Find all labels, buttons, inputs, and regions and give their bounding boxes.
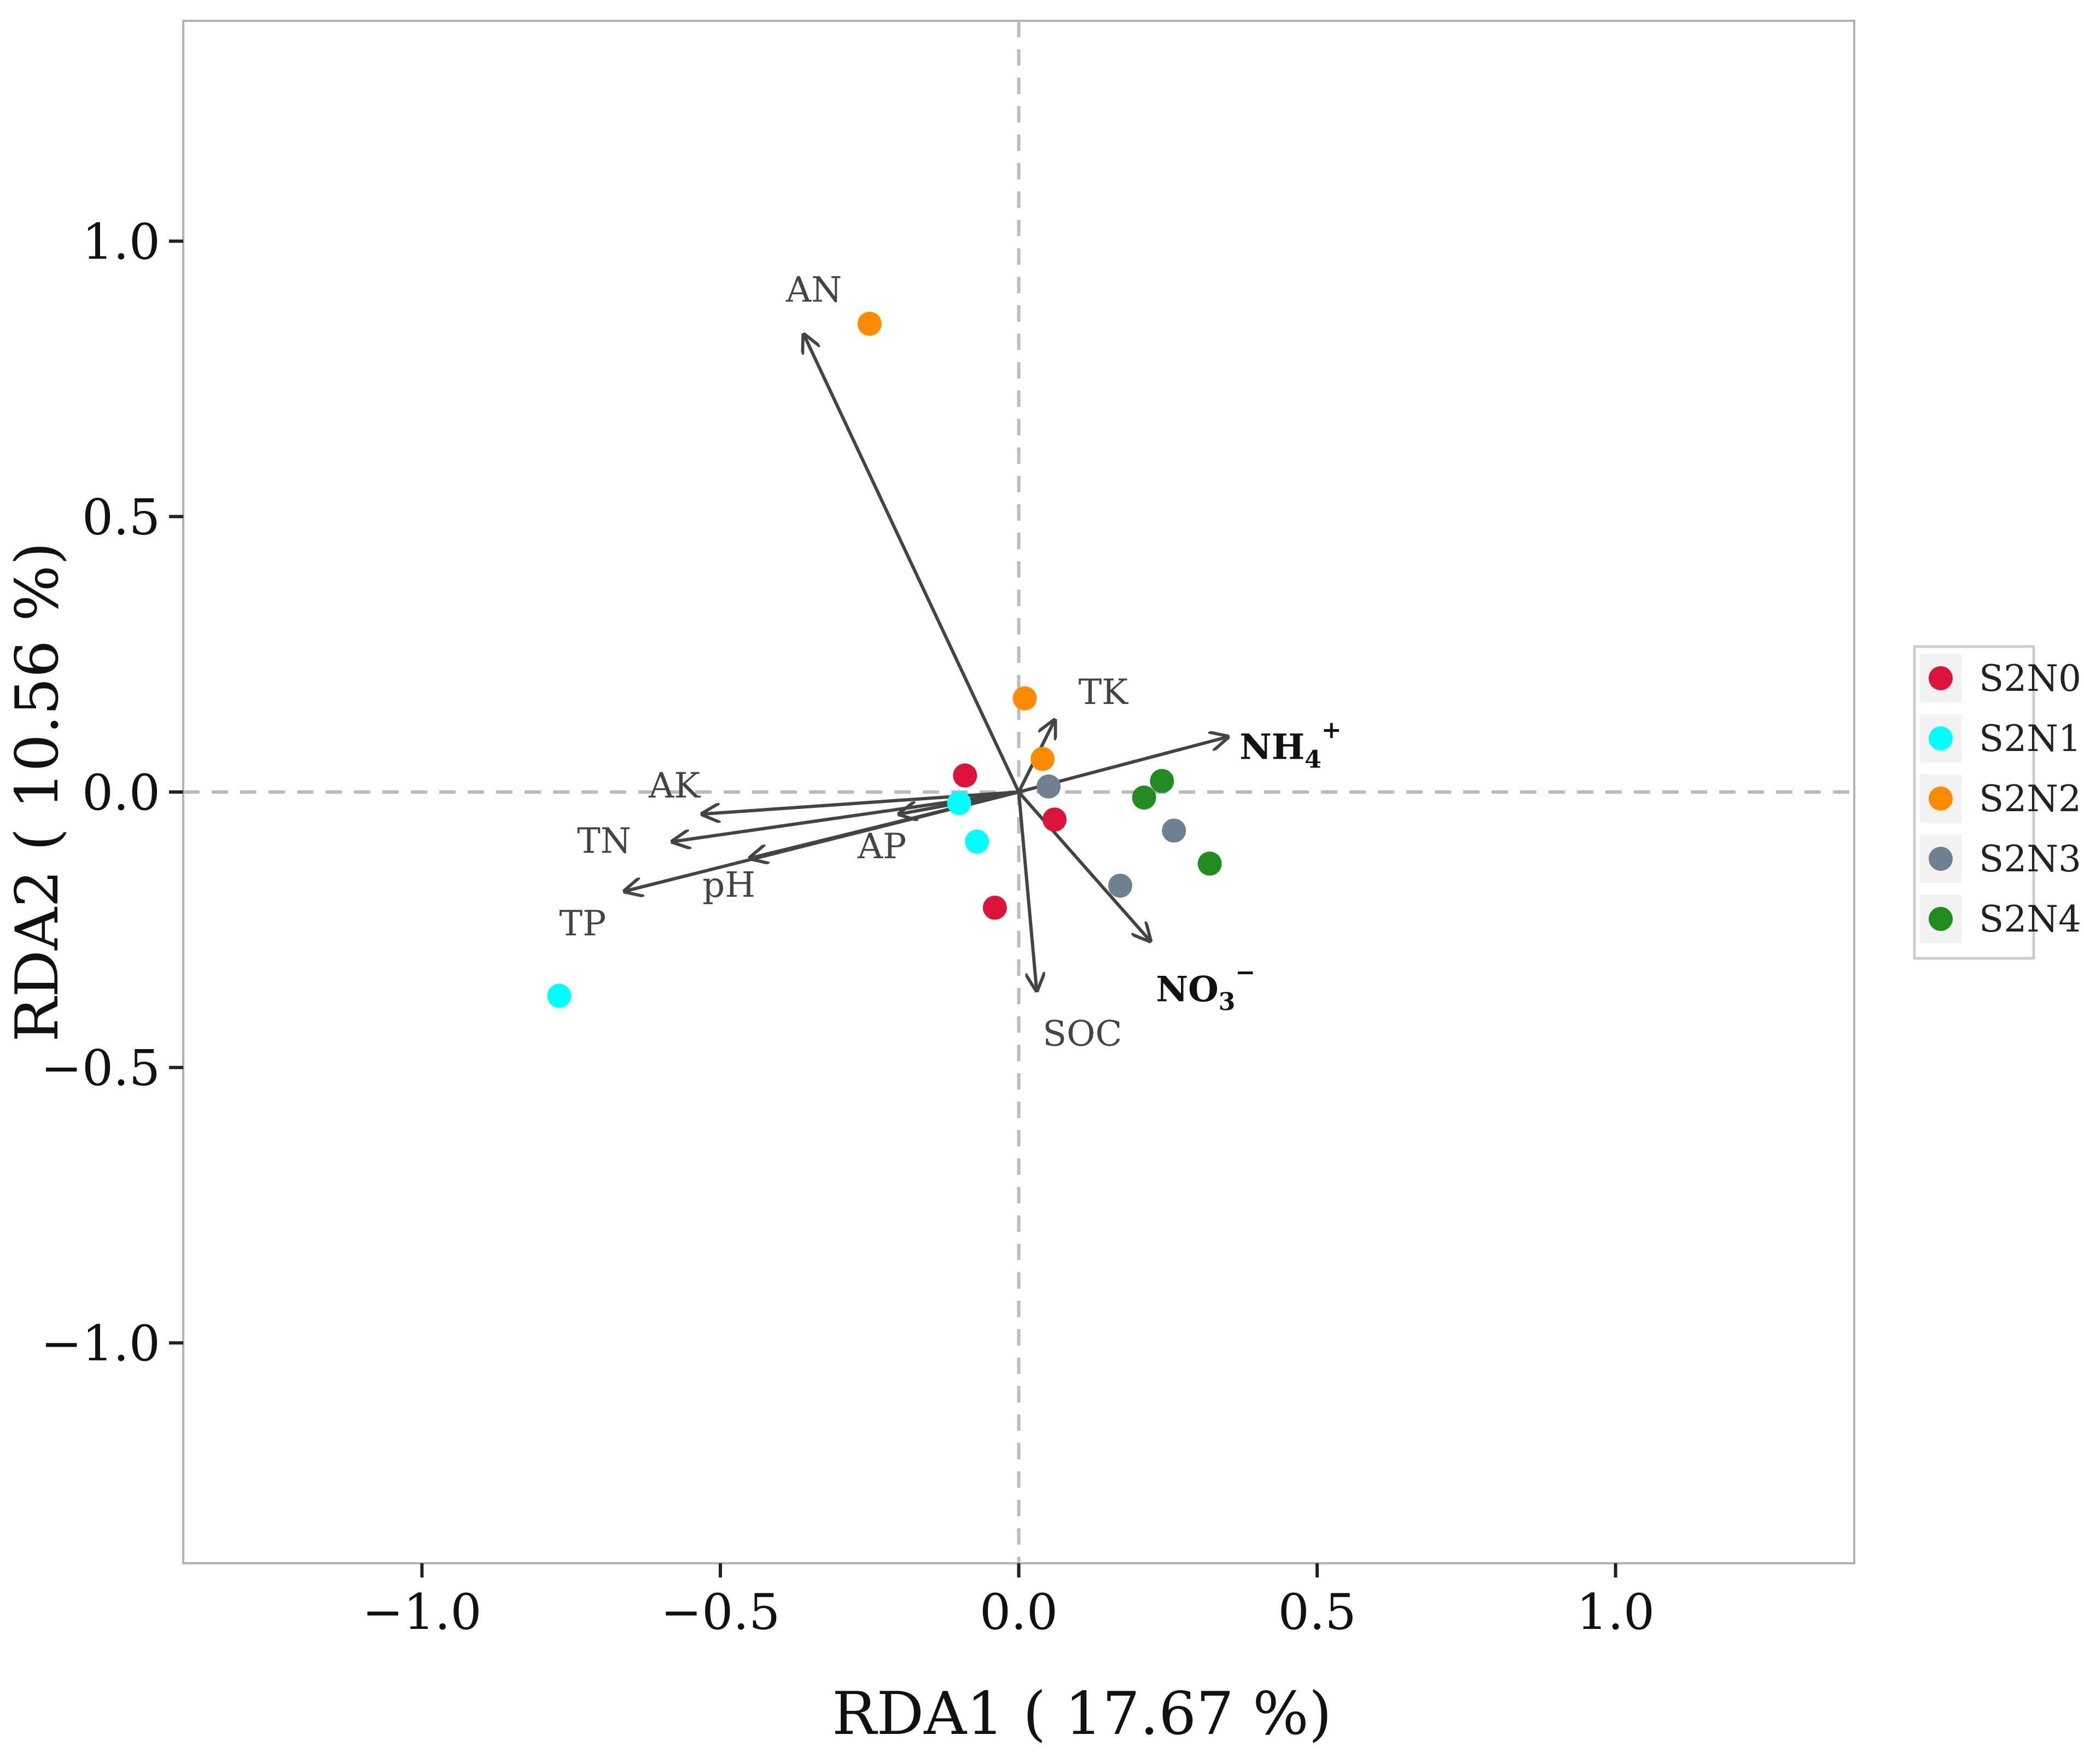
x-tick-label: 0.0 [980, 1583, 1058, 1641]
y-axis-title: RDA2 ( 10.56 %) [3, 542, 72, 1042]
point-s2n2 [1012, 686, 1037, 711]
point-s2n2 [857, 311, 882, 336]
legend-label-s2n1: S2N1 [1979, 718, 2081, 760]
vector-label-an: AN [785, 270, 842, 311]
vector-label-tk: TK [1079, 672, 1129, 713]
legend: S2N0 S2N1 S2N2 S2N3 S2N4 [1913, 645, 2081, 960]
vector-label-nh4: NH4+ [1239, 717, 1341, 774]
point-s2n0 [953, 763, 977, 788]
legend-label-s2n2: S2N2 [1979, 778, 2081, 820]
y-tick-label: −0.5 [40, 1040, 160, 1097]
point-s2n1 [947, 791, 971, 816]
x-tick-label: 1.0 [1576, 1583, 1655, 1641]
point-s2n0 [982, 895, 1007, 920]
vector-label-ak: AK [648, 766, 701, 806]
point-s2n4 [1150, 769, 1174, 793]
point-s2n0 [1042, 807, 1067, 832]
legend-label-s2n3: S2N3 [1979, 838, 2081, 880]
point-s2n1 [547, 983, 572, 1008]
legend-swatch-s2n4 [1929, 907, 1953, 931]
legend-label-s2n0: S2N0 [1979, 657, 2081, 700]
legend-key-bg [1918, 712, 1964, 765]
y-tick-label: 0.5 [82, 488, 160, 546]
x-axis: −1.0 −0.5 0.0 0.5 1.0 [362, 1563, 1655, 1641]
vector-label-no3: NO3− [1156, 959, 1255, 1016]
sample-points [547, 311, 1222, 1008]
point-s2n3 [1037, 774, 1061, 799]
x-axis-title: RDA1 ( 17.67 %) [832, 1680, 1332, 1748]
point-s2n1 [965, 829, 989, 854]
vector-label-ph: pH [702, 865, 755, 905]
vector-label-tn: TN [577, 821, 631, 861]
x-tick-label: −0.5 [661, 1583, 781, 1641]
legend-swatch-s2n3 [1929, 847, 1953, 871]
y-tick-label: 1.0 [82, 213, 160, 271]
point-s2n4 [1197, 851, 1222, 876]
vector-label-soc: SOC [1043, 1014, 1122, 1054]
y-axis: −1.0 −0.5 0.0 0.5 1.0 [40, 213, 183, 1372]
legend-swatch-s2n1 [1929, 726, 1953, 750]
point-s2n3 [1162, 818, 1186, 843]
point-s2n4 [1132, 785, 1156, 810]
point-s2n2 [1031, 747, 1055, 771]
y-tick-label: 0.0 [82, 764, 160, 822]
vector-label-tp: TP [559, 904, 606, 944]
legend-swatch-s2n0 [1929, 666, 1953, 690]
legend-swatch-s2n2 [1929, 787, 1953, 811]
y-tick-label: −1.0 [40, 1315, 160, 1372]
x-tick-label: 0.5 [1278, 1583, 1356, 1641]
vector-arrow-an [804, 335, 1021, 793]
vector-label-ap: AP [857, 826, 906, 867]
point-s2n3 [1108, 874, 1132, 898]
legend-label-s2n4: S2N4 [1979, 898, 2081, 940]
x-tick-label: −1.0 [362, 1583, 482, 1641]
vector-arrow-soc [1017, 791, 1037, 991]
vector-arrow-no3 [1017, 791, 1150, 941]
